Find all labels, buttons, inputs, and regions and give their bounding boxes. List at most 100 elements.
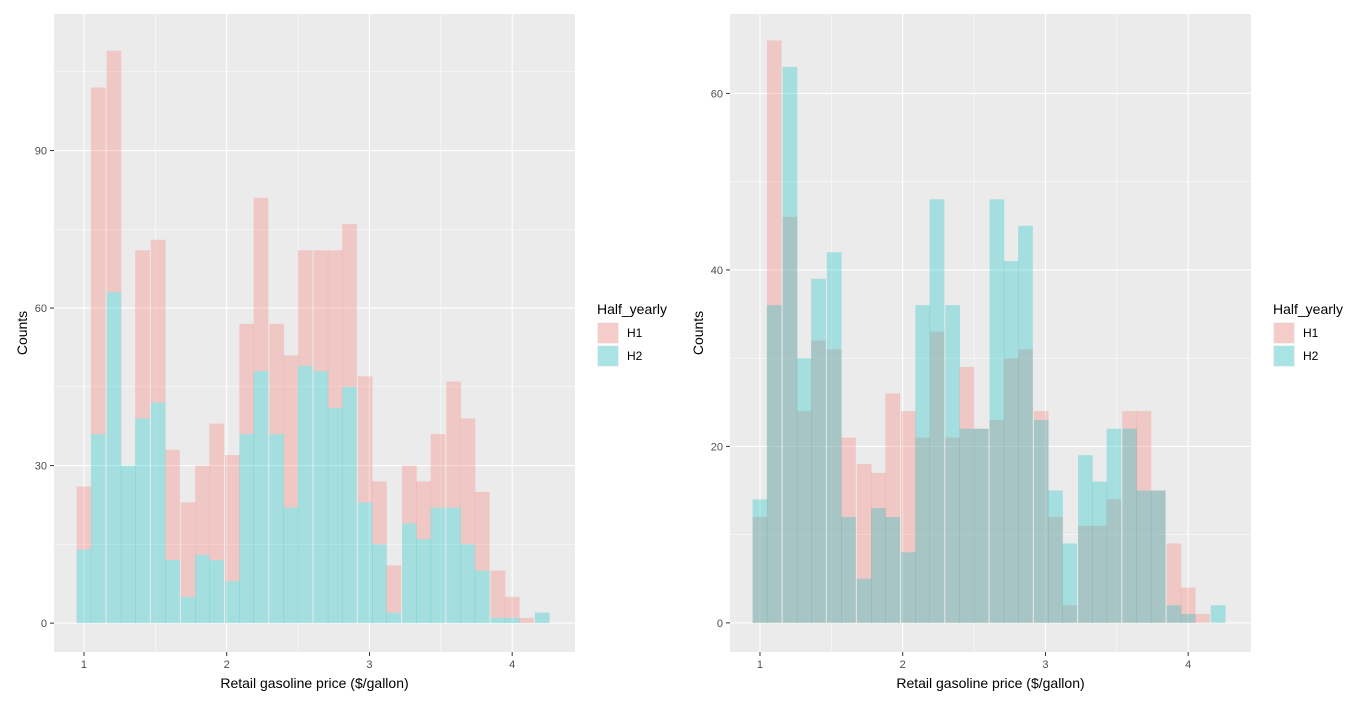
bar-h1	[766, 40, 782, 623]
legend-title: Half_yearly	[597, 301, 667, 317]
bar-h2	[766, 305, 782, 623]
bar-h1	[297, 250, 313, 366]
legend-title: Half_yearly	[1273, 301, 1343, 317]
bar-h1	[1092, 525, 1108, 623]
bar-h2	[1106, 428, 1122, 623]
bar-h1	[253, 197, 269, 372]
x-tick-label: 2	[224, 659, 230, 671]
bar-h1	[357, 376, 373, 503]
bar-h1	[76, 486, 92, 550]
bar-h2	[1166, 605, 1182, 623]
legend-key-bg	[597, 345, 619, 367]
bar-h1	[519, 617, 534, 624]
bar-h1	[929, 331, 945, 623]
bar-h1	[901, 411, 916, 623]
legend-key-bg	[1273, 322, 1295, 344]
bar-h1	[1003, 358, 1019, 623]
bar-h2	[782, 66, 798, 623]
legend-key-h2	[1274, 346, 1294, 366]
grid-lines	[730, 14, 1251, 652]
bar-h2	[959, 428, 975, 623]
bar-h2	[239, 434, 255, 624]
legend-key-h1	[598, 323, 618, 343]
bar-h1	[150, 239, 166, 403]
bar-h2	[752, 499, 768, 623]
bar-h1	[283, 355, 299, 508]
bar-h2	[297, 365, 313, 624]
legend-label-h2: H2	[1303, 349, 1319, 363]
bar-h1	[989, 419, 1005, 623]
bar-h1	[1062, 605, 1078, 623]
bar-h1	[430, 434, 446, 508]
bar-h2	[357, 502, 373, 624]
bar-h1	[313, 250, 329, 372]
legend: Half_yearly H1 H2	[597, 301, 667, 367]
y-tick-label: 60	[711, 88, 723, 100]
axes: 1 2 3 4 0 30 60 90	[35, 146, 516, 671]
bar-h1	[225, 455, 240, 582]
bar-h2	[1018, 225, 1033, 623]
bar-h1	[959, 366, 975, 623]
bar-h2	[973, 428, 989, 623]
bar-h1	[871, 472, 886, 623]
bar-h1	[826, 349, 842, 623]
bar-h1	[106, 50, 122, 293]
plot-panel-background	[730, 14, 1251, 652]
bar-h2	[327, 407, 343, 624]
x-tick-label: 4	[509, 659, 515, 671]
chart-panel-1: 1 2 3 4 0 30 60 90 Retail gasoline price ($/gall…	[14, 14, 667, 691]
bar-h1	[239, 323, 255, 435]
y-axis-title: Counts	[690, 311, 706, 355]
bar-h2	[195, 554, 210, 624]
bar-h1	[269, 323, 285, 435]
x-tick-label: 3	[366, 659, 372, 671]
bar-h1	[1166, 543, 1182, 623]
bar-h1	[460, 418, 476, 545]
bar-h2	[430, 507, 446, 624]
bar-h2	[1062, 543, 1078, 623]
bar-h2	[796, 358, 812, 623]
y-axis-title: Counts	[14, 311, 30, 355]
bar-h1	[386, 565, 402, 613]
bar-h2	[209, 560, 225, 624]
bar-h2	[150, 402, 166, 624]
bar-h1	[856, 464, 872, 623]
bar-h1	[796, 411, 812, 623]
bar-h2	[811, 278, 826, 623]
plot-panel-background	[54, 14, 575, 652]
bar-h2	[446, 507, 462, 624]
bar-h1	[416, 481, 432, 540]
bar-h1	[945, 437, 961, 623]
bar-h2	[313, 371, 329, 624]
bar-h2	[826, 252, 842, 623]
legend-key-h2	[598, 346, 618, 366]
y-tick-label: 90	[35, 146, 47, 158]
bar-h2	[885, 516, 901, 623]
bar-h1	[1018, 349, 1033, 623]
bar-h1	[135, 250, 150, 419]
legend-label-h2: H2	[627, 349, 643, 363]
bar-h1	[841, 437, 856, 623]
bar-h2	[342, 386, 357, 624]
bar-h2	[1078, 455, 1093, 623]
bar-h1	[1033, 411, 1049, 623]
y-tick-label: 60	[35, 303, 47, 315]
bar-h2	[386, 612, 402, 624]
bar-h1	[209, 423, 225, 561]
x-tick-label: 1	[81, 659, 87, 671]
bar-h1	[811, 340, 826, 623]
legend-key-h1	[1274, 323, 1294, 343]
bar-h1	[327, 250, 343, 408]
bar-h2	[490, 617, 506, 624]
bars	[752, 40, 1226, 623]
x-axis-title: Retail gasoline price ($/gallon)	[896, 675, 1084, 691]
bar-h2	[945, 305, 961, 623]
bar-h1	[915, 437, 931, 623]
bar-h1	[973, 428, 989, 623]
bar-h2	[283, 507, 299, 624]
bar-h1	[1180, 587, 1196, 623]
